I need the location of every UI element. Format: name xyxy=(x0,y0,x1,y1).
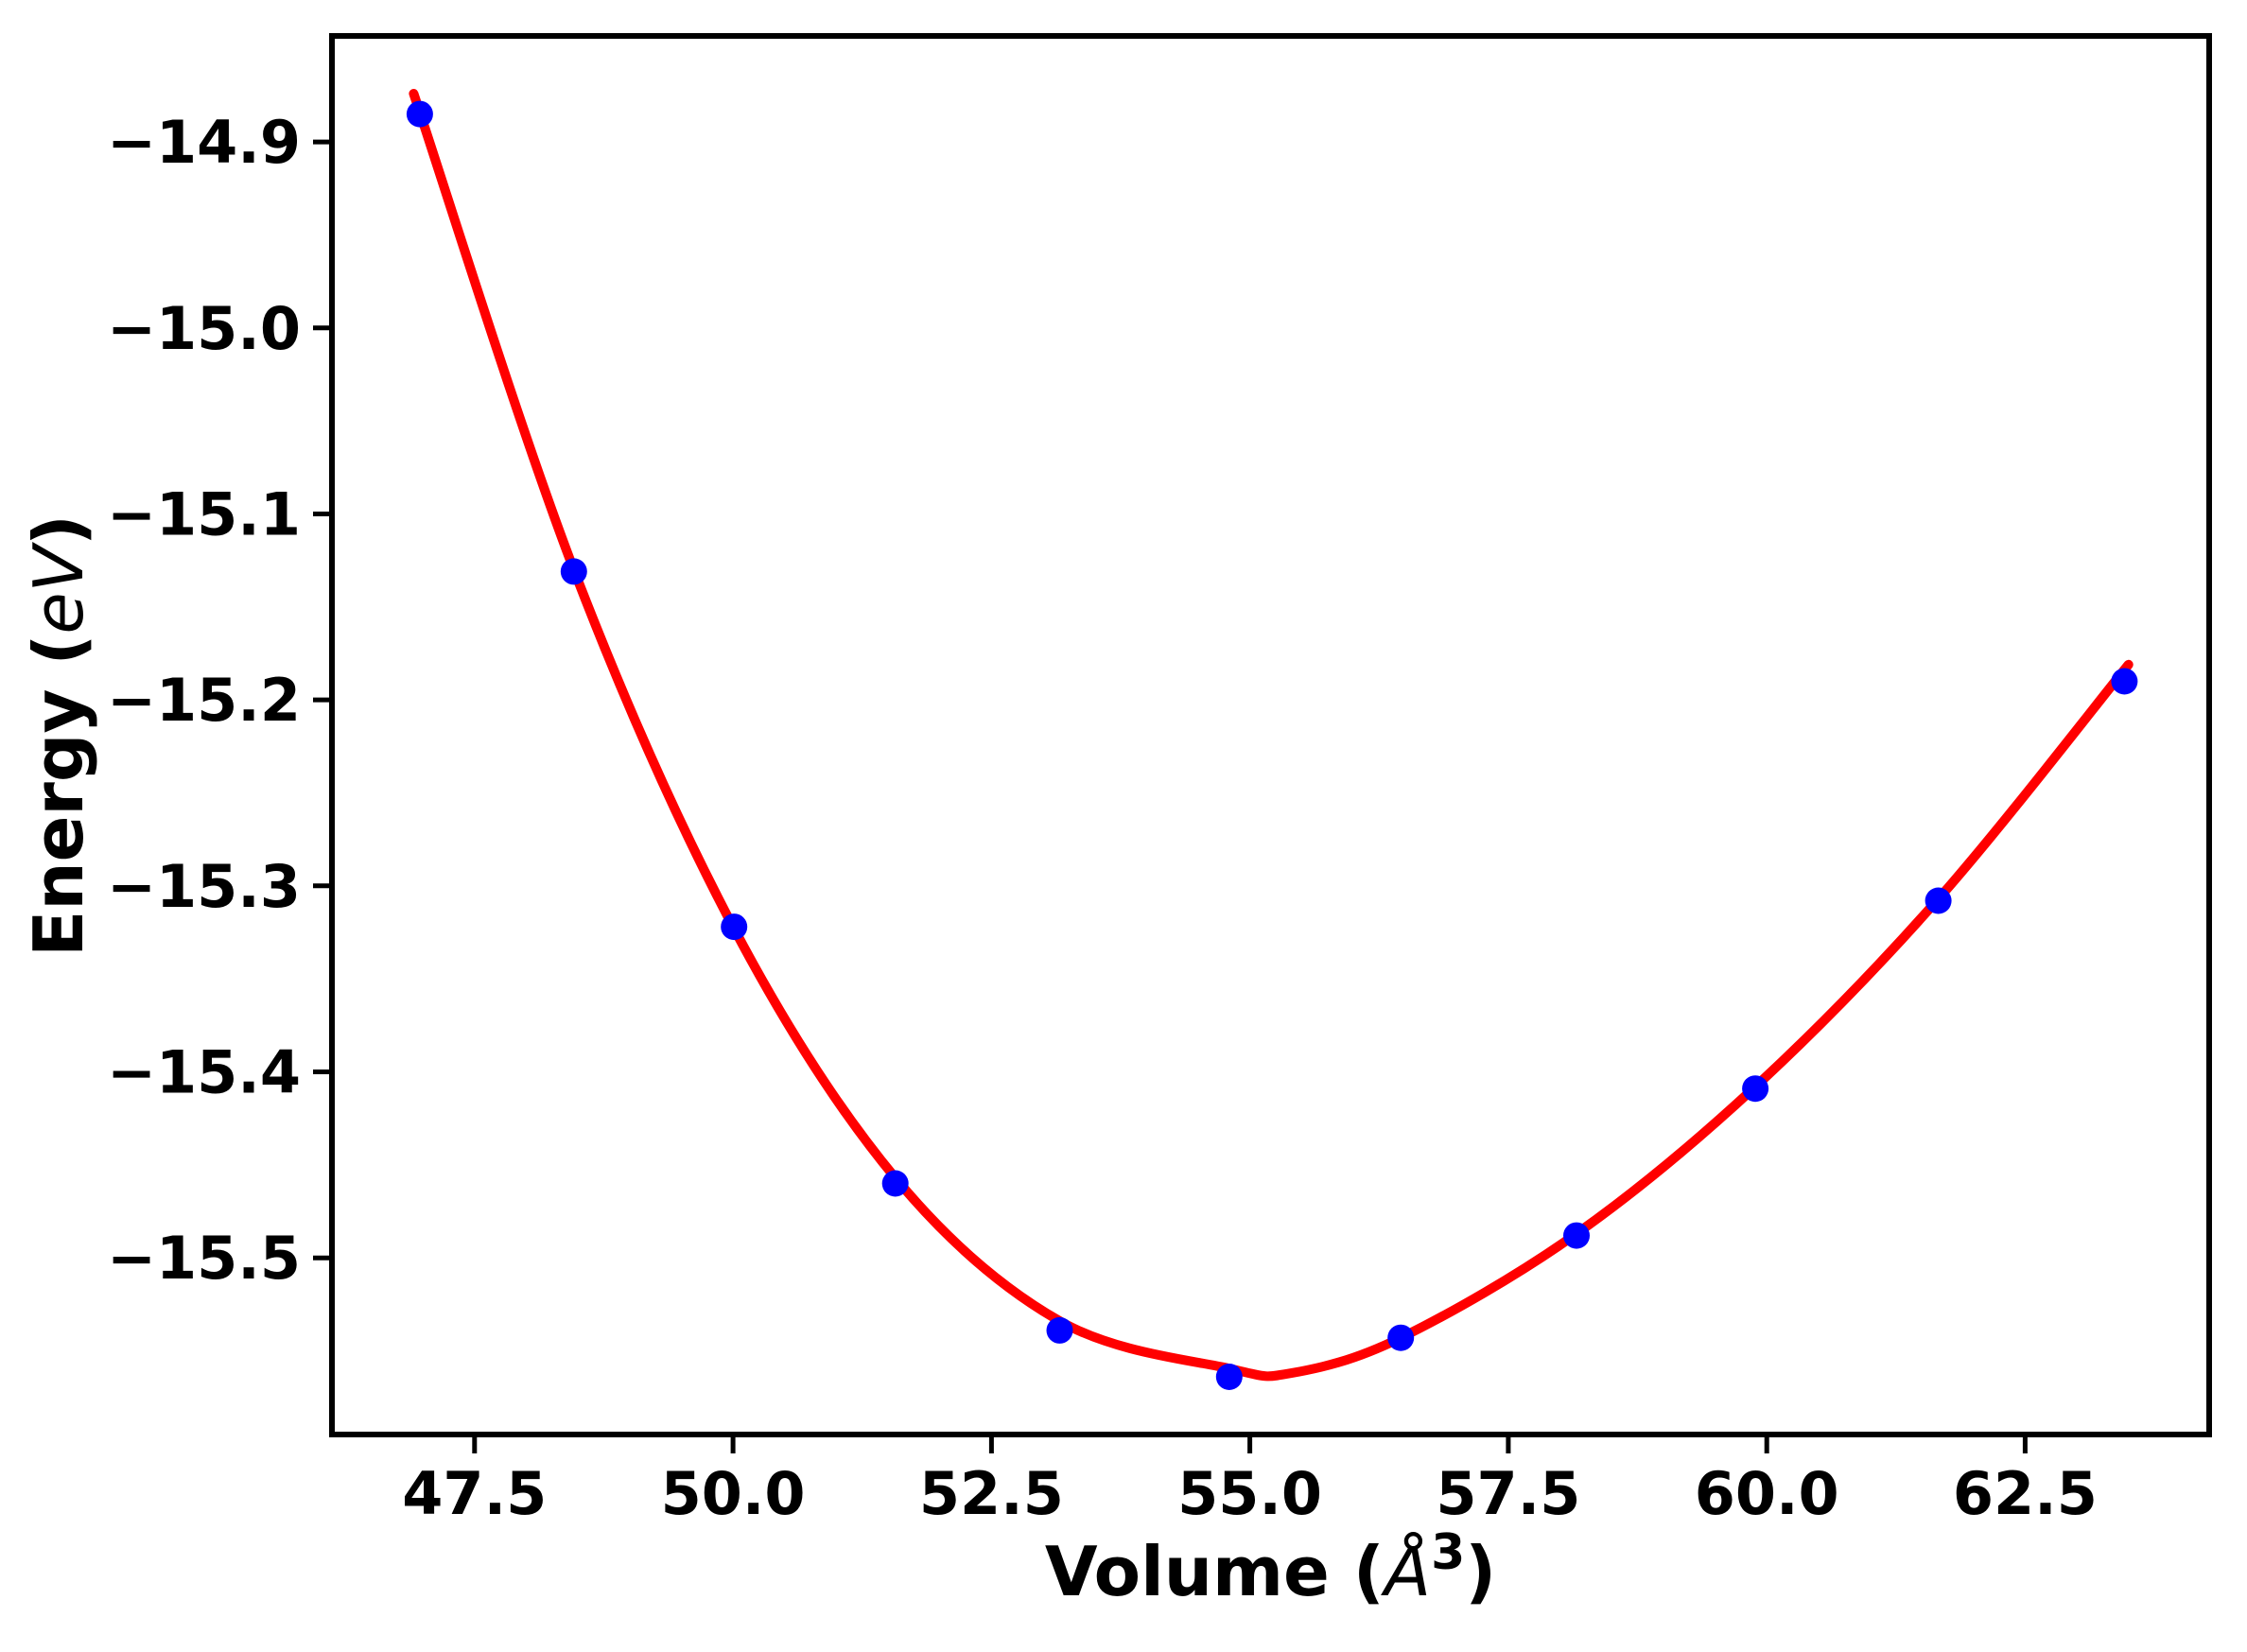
y-axis-label: Energy (eV) xyxy=(19,514,98,957)
y-tick-label: −15.3 xyxy=(107,852,301,921)
data-point xyxy=(1387,1324,1415,1351)
axis-label-part: Volume ( xyxy=(1044,1532,1385,1611)
axes-box xyxy=(329,33,2212,1437)
axis-label-part: eV xyxy=(19,546,98,635)
data-point xyxy=(881,1170,909,1197)
data-point xyxy=(406,100,433,128)
data-point xyxy=(1925,887,1952,914)
fit-curve xyxy=(409,89,2134,1382)
axis-label-part: ) xyxy=(1465,1532,1497,1611)
y-tick-label: −15.2 xyxy=(107,666,301,735)
data-point xyxy=(1215,1364,1243,1390)
y-tick-label: −14.9 xyxy=(107,108,301,177)
axis-label-part: 3 xyxy=(1431,1524,1466,1581)
y-tick-label: −15.0 xyxy=(107,294,301,363)
x-axis-label: Volume (Å3) xyxy=(332,1524,2209,1626)
x-tick-label: 47.5 xyxy=(402,1459,547,1528)
x-tick-label: 60.0 xyxy=(1695,1459,1839,1528)
data-point xyxy=(1563,1222,1590,1249)
x-tick-label: 62.5 xyxy=(1953,1459,2098,1528)
data-point xyxy=(1742,1075,1769,1103)
axis-label-part: ) xyxy=(19,514,98,547)
data-point xyxy=(560,558,587,585)
data-point xyxy=(1046,1316,1073,1344)
x-tick-label: 57.5 xyxy=(1436,1459,1580,1528)
x-tick-label: 52.5 xyxy=(919,1459,1064,1528)
data-point xyxy=(721,913,748,941)
x-tick-label: 55.0 xyxy=(1177,1459,1322,1528)
x-tick-label: 50.0 xyxy=(661,1459,806,1528)
y-tick-label: −15.4 xyxy=(107,1038,301,1107)
y-tick-label: −15.1 xyxy=(107,480,301,549)
axis-label-part: Energy ( xyxy=(19,634,98,957)
axis-label-part: Å xyxy=(1384,1532,1432,1611)
y-tick-label: −15.5 xyxy=(107,1224,301,1293)
data-point xyxy=(2111,668,2138,695)
